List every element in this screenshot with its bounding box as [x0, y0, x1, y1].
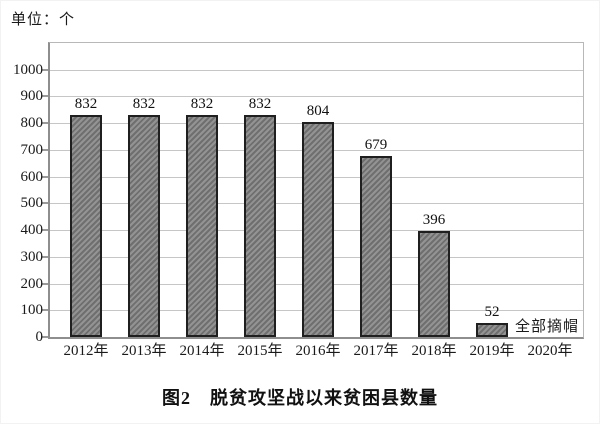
annotation-quanbu-zhaimao: 全部摘帽 [515, 319, 580, 335]
y-axis-label-0: 0 [35, 329, 44, 345]
bar-2014年 [186, 115, 218, 337]
bar-2018年 [418, 231, 450, 337]
y-axis-tick-200 [42, 282, 48, 285]
bar-value-label-2015年: 832 [248, 96, 272, 112]
y-axis-label-200: 200 [20, 275, 44, 292]
y-axis-label-600: 600 [20, 168, 44, 185]
y-axis-label-300: 300 [20, 248, 44, 265]
y-axis-tick-500 [42, 202, 48, 205]
figure-caption: 图2 脱贫攻坚战以来贫困县数量 [162, 388, 438, 408]
bar-value-label-2018年: 396 [422, 212, 446, 228]
y-axis-label-900: 900 [20, 88, 44, 105]
y-axis-label-400: 400 [20, 222, 44, 239]
bar-2017年 [360, 156, 392, 337]
x-axis-label-2012年: 2012年 [63, 343, 109, 359]
bar-value-label-2016年: 804 [306, 103, 330, 119]
bar-value-label-2017年: 679 [364, 137, 388, 153]
bar-2013年 [128, 115, 160, 337]
y-axis-label-800: 800 [20, 115, 44, 132]
y-axis-tick-0 [42, 336, 48, 338]
bar-2019年 [476, 323, 508, 337]
y-axis-label-1000: 1000 [13, 61, 43, 78]
x-axis-label-2015年: 2015年 [237, 343, 283, 359]
y-axis-tick-1000 [42, 68, 48, 71]
gridline-900 [50, 96, 583, 98]
x-axis-label-2016年: 2016年 [295, 343, 341, 359]
x-axis-label-2017年: 2017年 [353, 343, 399, 359]
y-axis-tick-100 [42, 309, 48, 312]
bar-value-label-2019年: 52 [484, 304, 500, 320]
y-axis-label-700: 700 [20, 141, 44, 158]
y-axis-label-100: 100 [20, 302, 44, 319]
y-axis-tick-400 [42, 229, 48, 232]
bar-2012年 [70, 115, 102, 337]
bar-value-label-2012年: 832 [74, 96, 98, 112]
x-axis-label-2019年: 2019年 [469, 343, 515, 359]
y-axis-tick-700 [42, 148, 48, 151]
bar-value-label-2013年: 832 [132, 96, 156, 112]
y-axis-tick-800 [42, 122, 48, 125]
bar-value-label-2014年: 832 [190, 96, 214, 112]
y-axis-label-500: 500 [20, 195, 44, 212]
x-axis-label-2014年: 2014年 [179, 343, 225, 359]
gridline-1000 [50, 69, 583, 71]
y-axis-tick-900 [42, 95, 48, 98]
y-axis-tick-300 [42, 255, 48, 258]
unit-label: 单位：个 [11, 12, 76, 28]
y-axis-tick-600 [42, 175, 48, 178]
x-axis-label-2020年: 2020年 [527, 343, 573, 359]
x-axis-label-2013年: 2013年 [121, 343, 167, 359]
x-axis-label-2018年: 2018年 [411, 343, 457, 359]
bar-2015年 [244, 115, 276, 337]
bar-2016年 [302, 122, 334, 337]
